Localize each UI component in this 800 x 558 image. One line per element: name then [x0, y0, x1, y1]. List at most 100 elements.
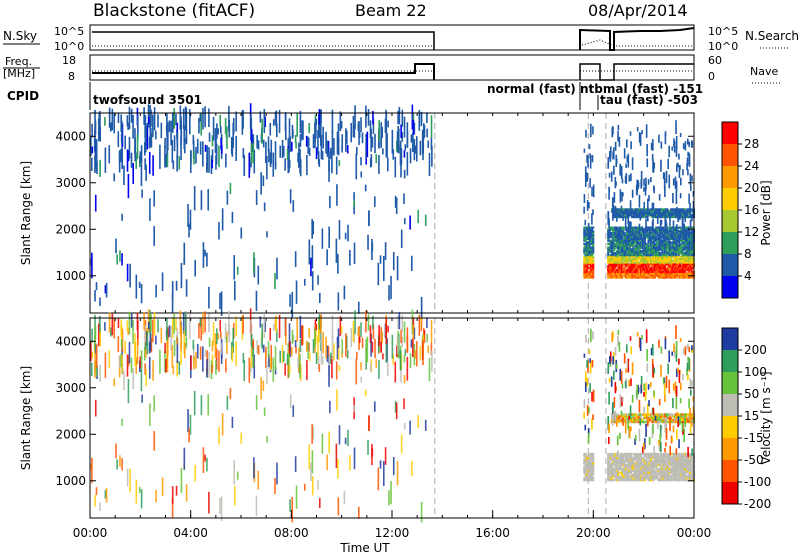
- velocity-echo: [619, 369, 621, 381]
- velocity-echo: [313, 339, 315, 353]
- velocity-echo: [617, 436, 619, 446]
- power-echo: [172, 140, 174, 163]
- velocity-echo: [611, 376, 613, 386]
- power-echo: [310, 258, 312, 276]
- velocity-echo: [202, 313, 204, 335]
- velocity-echo: [612, 402, 614, 412]
- power-echo: [337, 254, 339, 274]
- power-echo: [625, 176, 627, 183]
- power-echo: [99, 298, 101, 306]
- velocity-band-cell: [630, 453, 632, 455]
- power-echo: [630, 200, 632, 213]
- velocity-echo: [308, 328, 310, 338]
- velocity-echo: [123, 371, 125, 390]
- velocity-echo: [190, 415, 192, 435]
- power-echo: [650, 177, 652, 182]
- power-echo: [583, 207, 585, 214]
- velocity-echo: [203, 447, 205, 473]
- velocity-echo: [622, 384, 624, 388]
- power-echo: [387, 121, 389, 128]
- power-echo: [397, 131, 399, 149]
- power-echo: [105, 148, 107, 173]
- power-echo: [306, 155, 308, 175]
- velocity-echo: [628, 380, 630, 387]
- power-echo: [118, 131, 120, 147]
- velocity-echo: [336, 389, 338, 411]
- power-echo: [314, 123, 316, 142]
- power-echo: [641, 130, 643, 134]
- velocity-echo: [309, 353, 311, 361]
- velocity-echo: [145, 369, 147, 385]
- velocity-echo: [215, 360, 217, 375]
- velocity-echo: [632, 362, 634, 375]
- velocity-echo: [387, 362, 389, 376]
- power-echo: [625, 216, 627, 229]
- power-echo: [227, 191, 229, 205]
- power-echo: [667, 159, 669, 169]
- power-echo: [289, 294, 291, 307]
- power-echo: [690, 220, 692, 229]
- power-echo: [586, 155, 588, 163]
- velocity-echo: [225, 359, 227, 373]
- power-echo: [641, 171, 643, 179]
- power-echo: [359, 132, 361, 138]
- power-echo: [584, 194, 586, 203]
- velocity-echo: [272, 358, 274, 382]
- power-echo: [619, 164, 621, 176]
- velocity-echo: [312, 450, 314, 473]
- velocity-echo: [608, 437, 610, 444]
- power-echo: [382, 148, 384, 154]
- velocity-echo: [124, 341, 126, 355]
- power-echo: [632, 157, 634, 170]
- power-echo: [655, 211, 657, 216]
- velocity-echo: [208, 352, 210, 378]
- velocity-echo: [167, 357, 169, 372]
- power-echo: [336, 184, 338, 206]
- velocity-echo: [630, 346, 632, 354]
- velocity-echo: [608, 392, 610, 405]
- velocity-echo: [155, 336, 157, 345]
- velocity-echo: [132, 368, 134, 389]
- power-echo: [672, 232, 674, 236]
- velocity-echo: [688, 399, 690, 409]
- power-echo: [639, 224, 641, 237]
- cpid-label: CPID: [7, 89, 39, 103]
- power-echo: [367, 235, 369, 250]
- velocity-echo: [173, 366, 175, 375]
- power-echo: [185, 106, 187, 130]
- velocity-echo: [165, 359, 167, 373]
- velocity-echo: [230, 388, 232, 399]
- power-echo: [190, 150, 192, 164]
- velocity-echo: [655, 416, 657, 421]
- velocity-echo: [355, 359, 357, 385]
- velocity-echo: [621, 371, 623, 384]
- power-echo: [637, 127, 639, 131]
- velocity-echo: [375, 359, 377, 368]
- power-echo: [285, 112, 287, 130]
- velocity-echo: [222, 413, 224, 435]
- velocity-echo: [385, 447, 387, 465]
- power-echo: [617, 231, 619, 241]
- beam-label: Beam 22: [355, 1, 427, 20]
- power-echo: [260, 172, 262, 194]
- power-echo: [350, 123, 352, 142]
- power-echo: [660, 237, 662, 247]
- power-echo: [393, 252, 395, 270]
- power-echo: [206, 154, 208, 172]
- power-echo: [614, 192, 616, 203]
- velocity-echo: [381, 332, 383, 343]
- power-echo: [326, 250, 328, 266]
- power-echo: [229, 120, 231, 138]
- velocity-echo: [328, 432, 330, 454]
- power-echo: [643, 179, 645, 186]
- velocity-echo: [109, 312, 111, 332]
- power-echo: [682, 169, 684, 175]
- power-echo: [661, 142, 663, 149]
- power-echo: [91, 124, 93, 138]
- velocity-echo: [392, 335, 394, 359]
- power-echo: [411, 256, 413, 271]
- velocity-echo: [336, 444, 338, 468]
- power-echo: [669, 213, 671, 226]
- power-echo: [127, 264, 129, 281]
- power-echo: [316, 147, 318, 159]
